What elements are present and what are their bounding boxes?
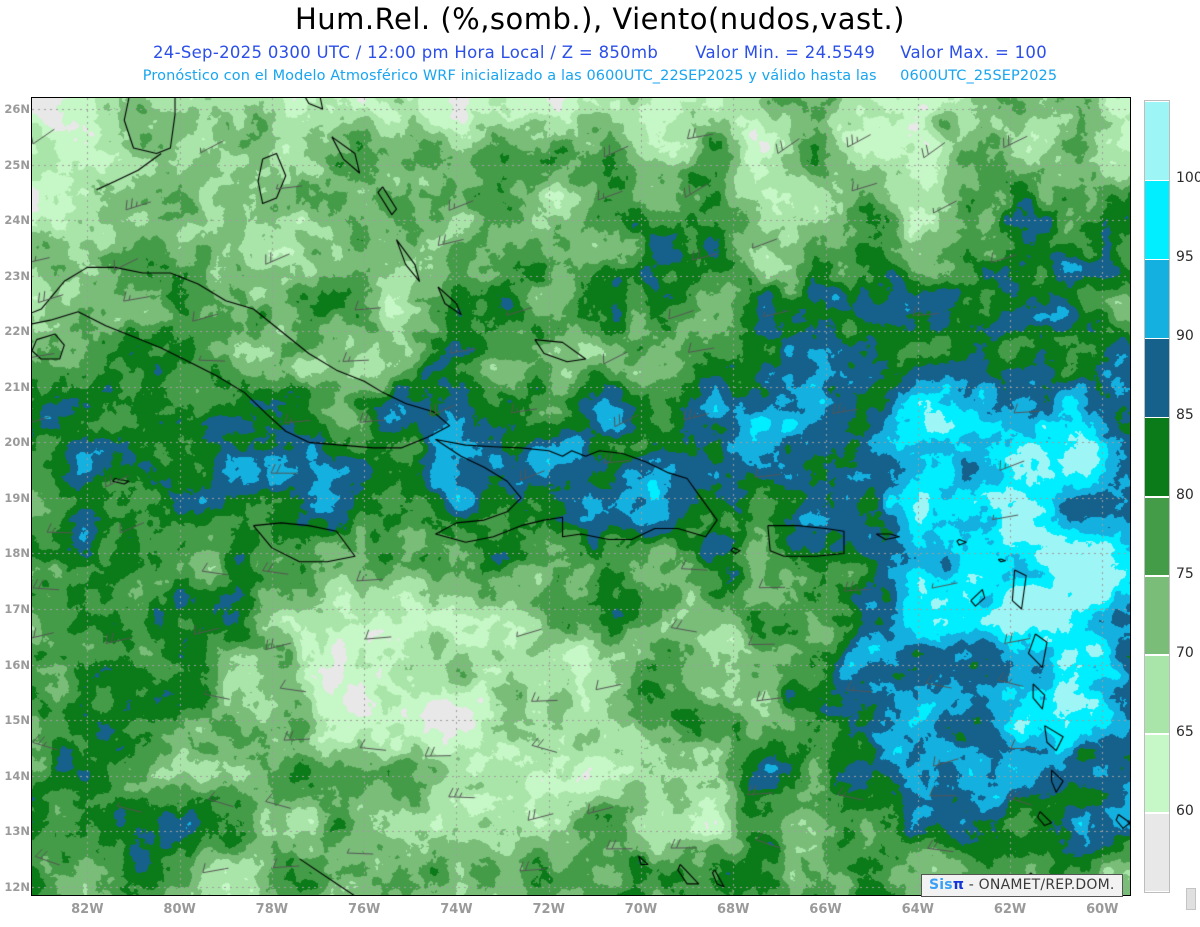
- subtitle-line-2: Pronóstico con el Modelo Atmosférico WRF…: [0, 68, 1200, 84]
- longitude-tick-label: 66W: [809, 902, 842, 917]
- colorbar-tick-label: 90: [1176, 328, 1194, 345]
- brand-sis-label: Sis: [929, 877, 953, 893]
- colorbar-band: [1145, 655, 1169, 734]
- latitude-tick-label: 25N: [4, 157, 30, 172]
- longitude-tick-label: 70W: [624, 902, 658, 917]
- colorbar-tick-label: 60: [1176, 802, 1194, 819]
- longitude-tick-label: 60W: [1086, 902, 1119, 917]
- colorbar-band: [1145, 181, 1169, 259]
- latitude-tick-label: 19N: [4, 490, 30, 505]
- colorbar-tick-label: 80: [1176, 486, 1194, 503]
- colorbar[interactable]: [1144, 100, 1170, 893]
- agency-label: ONAMET/REP.DOM.: [978, 877, 1115, 893]
- longitude-tick-label: 74W: [440, 902, 473, 917]
- colorbar-band: [1145, 418, 1169, 496]
- colorbar-band: [1145, 576, 1169, 655]
- colorbar-tick-label: 95: [1176, 249, 1194, 266]
- latitude-tick-label: 12N: [4, 879, 30, 894]
- model-description: Pronóstico con el Modelo Atmosférico WRF…: [142, 68, 877, 84]
- subtitle-line-1: 24-Sep-2025 0300 UTC / 12:00 pm Hora Loc…: [0, 43, 1200, 62]
- scrollbar-artifact[interactable]: [1186, 888, 1196, 910]
- page-title: Hum.Rel. (%,somb.), Viento(nudos,vast.): [295, 2, 905, 36]
- colorbar-band: [1145, 813, 1169, 892]
- longitude-tick-label: 78W: [255, 902, 289, 917]
- latitude-tick-label: 14N: [4, 768, 30, 783]
- latitude-tick-label: 13N: [4, 824, 30, 839]
- colorbar-band: [1145, 339, 1169, 417]
- colorbar-tick-label: 70: [1176, 644, 1194, 661]
- colorbar-band: [1145, 734, 1169, 813]
- humidity-shaded-field: [32, 98, 1130, 895]
- longitude-tick-label: 80W: [163, 902, 196, 917]
- latitude-tick-label: 20N: [4, 435, 30, 450]
- longitude-tick-label: 76W: [347, 902, 381, 917]
- credit-watermark: Sisπ - ONAMET/REP.DOM.: [921, 874, 1123, 897]
- latitude-tick-label: 24N: [4, 213, 30, 228]
- colorbar-band: [1145, 102, 1169, 180]
- latitude-tick-label: 17N: [4, 601, 30, 616]
- latitude-tick-label: 21N: [4, 379, 30, 394]
- latitude-tick-label: 26N: [4, 102, 30, 117]
- longitude-tick-label: 68W: [717, 902, 750, 917]
- valid-until-time: 0600UTC_25SEP2025: [900, 68, 1058, 84]
- latitude-tick-label: 16N: [4, 657, 30, 672]
- longitude-tick-label: 64W: [901, 902, 934, 917]
- colorbar-tick-label: 85: [1176, 407, 1194, 424]
- subtitle-value-min: Valor Min. = 24.5549: [695, 43, 876, 62]
- latitude-tick-label: 15N: [4, 713, 30, 728]
- brand-pi-icon: π: [952, 877, 965, 893]
- longitude-tick-label: 62W: [993, 902, 1027, 917]
- subtitle-value-max: Valor Max. = 100: [900, 43, 1048, 62]
- colorbar-band: [1145, 497, 1169, 576]
- colorbar-band: [1145, 260, 1169, 338]
- latitude-tick-label: 18N: [4, 546, 30, 561]
- longitude-tick-label: 82W: [71, 902, 104, 917]
- colorbar-tick-label: 75: [1176, 565, 1194, 582]
- colorbar-tick-label: 100: [1176, 170, 1200, 187]
- latitude-tick-label: 22N: [4, 324, 30, 339]
- credit-separator: -: [964, 877, 979, 893]
- latitude-tick-label: 23N: [4, 268, 30, 283]
- subtitle-valid-time: 24-Sep-2025 0300 UTC / 12:00 pm Hora Loc…: [152, 43, 659, 62]
- map-plot-area[interactable]: [31, 97, 1131, 896]
- longitude-tick-label: 72W: [532, 902, 565, 917]
- colorbar-tick-label: 65: [1176, 723, 1194, 740]
